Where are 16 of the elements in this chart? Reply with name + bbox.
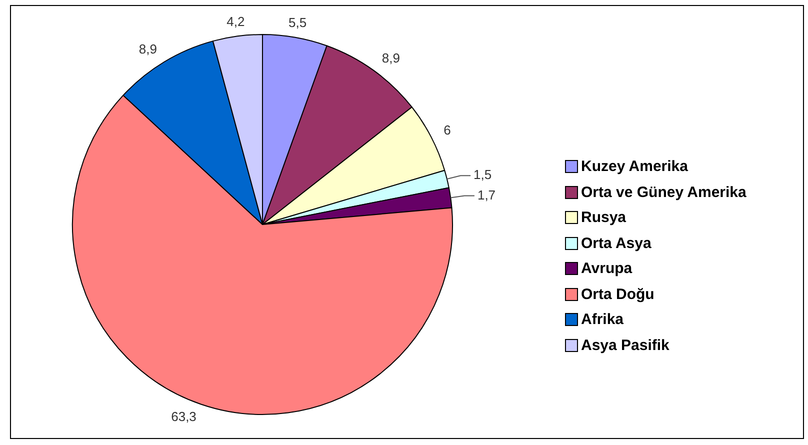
data-label: 8,9 [382,50,400,66]
data-label: 1,5 [474,167,492,182]
data-label: 1,7 [477,187,496,202]
legend-label: Avrupa [581,260,632,278]
legend-label: Afrika [581,311,624,328]
legend-label: Orta Asya [581,234,652,252]
legend-label: Rusya [581,209,626,226]
data-label: 4,2 [226,14,245,29]
legend-label: Kuzey Amerika [581,158,688,176]
legend-label: Orta Doğu [581,286,654,303]
data-label: 6 [444,122,451,138]
data-label: 63,3 [171,409,196,424]
data-label: 5,5 [288,15,307,30]
legend-label: Orta ve Güney Amerika [581,184,746,201]
legend-label: Asya Pasifik [581,336,670,354]
data-label: 8,9 [138,41,158,56]
